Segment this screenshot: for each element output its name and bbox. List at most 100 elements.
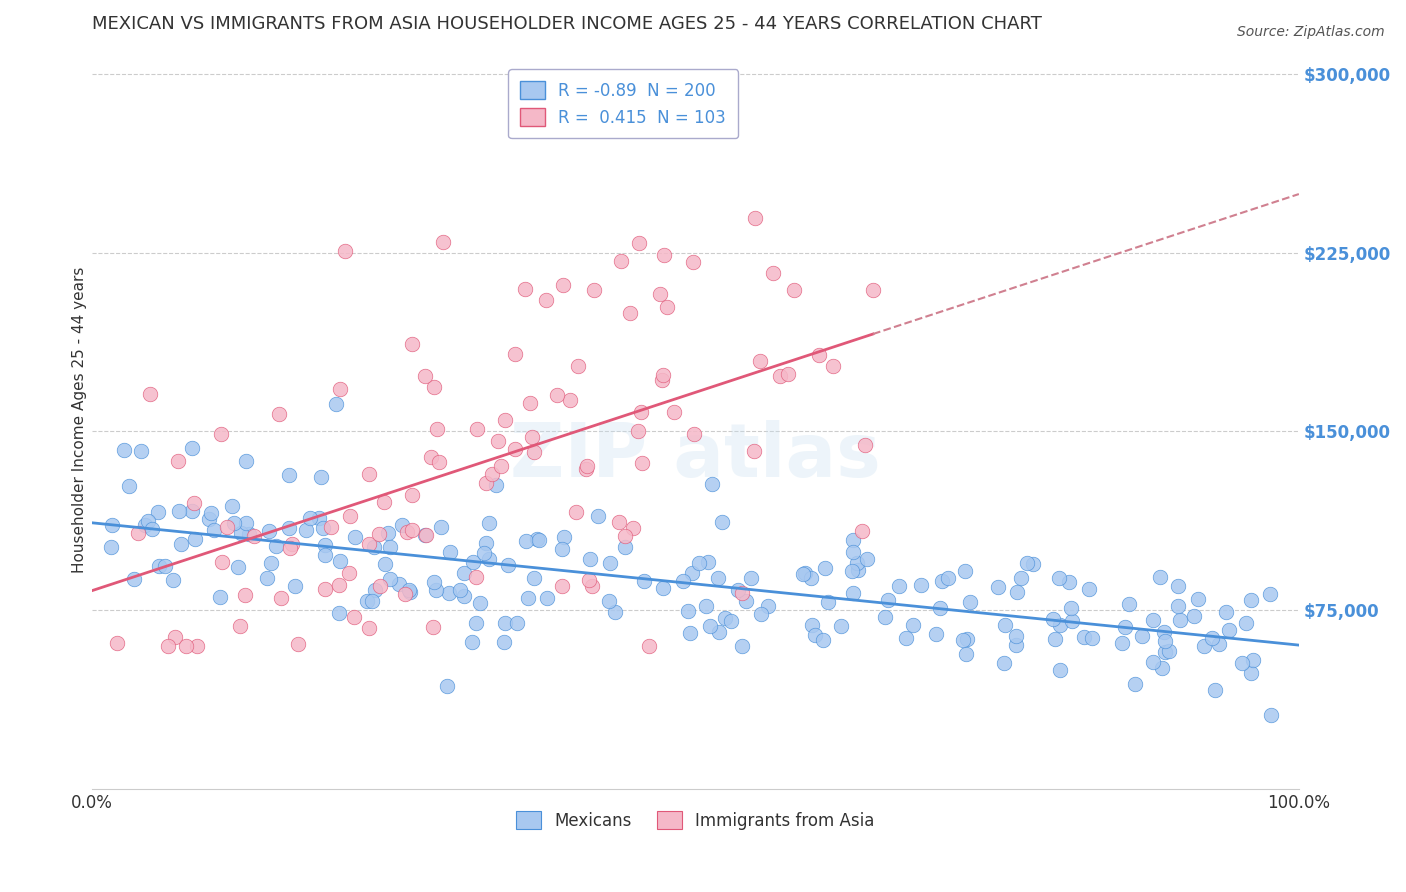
Point [224, 516, 246, 531]
Point [846, 563, 869, 577]
Point [1243, 653, 1265, 667]
Point [811, 632, 834, 647]
Point [987, 580, 1010, 594]
Point [437, 586, 460, 600]
Point [180, 504, 202, 518]
Point [956, 632, 979, 646]
Point [235, 453, 257, 467]
Point [264, 539, 287, 553]
Point [727, 582, 749, 597]
Text: Source: ZipAtlas.com: Source: ZipAtlas.com [1237, 25, 1385, 39]
Point [401, 337, 423, 351]
Point [436, 679, 458, 693]
Point [368, 526, 391, 541]
Point [709, 625, 731, 640]
Point [887, 579, 910, 593]
Point [1015, 556, 1038, 570]
Point [277, 521, 299, 535]
Point [631, 456, 654, 470]
Point [153, 558, 176, 573]
Point [1005, 639, 1028, 653]
Point [165, 630, 187, 644]
Point [731, 586, 754, 600]
Point [181, 442, 204, 456]
Point [198, 512, 221, 526]
Point [817, 595, 839, 609]
Point [740, 571, 762, 585]
Point [1114, 620, 1136, 634]
Point [952, 633, 974, 648]
Point [1154, 634, 1177, 648]
Point [200, 506, 222, 520]
Point [325, 397, 347, 411]
Point [465, 422, 488, 436]
Point [453, 589, 475, 603]
Point [613, 540, 636, 554]
Point [856, 552, 879, 566]
Point [793, 566, 815, 581]
Point [823, 359, 845, 373]
Point [472, 546, 495, 560]
Point [845, 556, 868, 570]
Point [461, 555, 484, 569]
Point [1049, 618, 1071, 632]
Point [359, 537, 381, 551]
Point [319, 519, 342, 533]
Point [814, 561, 837, 575]
Point [695, 599, 717, 613]
Point [1204, 683, 1226, 698]
Point [139, 387, 162, 401]
Point [1168, 613, 1191, 627]
Point [391, 518, 413, 533]
Point [337, 566, 360, 581]
Point [633, 574, 655, 588]
Point [344, 530, 367, 544]
Point [287, 637, 309, 651]
Point [1201, 631, 1223, 645]
Point [621, 521, 644, 535]
Point [749, 607, 772, 622]
Legend: Mexicans, Immigrants from Asia: Mexicans, Immigrants from Asia [509, 805, 882, 837]
Point [1240, 665, 1263, 680]
Point [101, 517, 124, 532]
Point [903, 618, 925, 632]
Point [363, 540, 385, 554]
Point [449, 582, 471, 597]
Point [672, 574, 695, 588]
Point [619, 305, 641, 319]
Point [1049, 663, 1071, 677]
Point [1007, 585, 1029, 599]
Point [328, 606, 350, 620]
Point [422, 379, 444, 393]
Point [536, 293, 558, 307]
Point [1043, 632, 1066, 646]
Point [993, 656, 1015, 670]
Point [314, 538, 336, 552]
Point [112, 443, 135, 458]
Point [546, 387, 568, 401]
Point [575, 459, 598, 474]
Point [494, 615, 516, 630]
Point [380, 540, 402, 554]
Point [637, 639, 659, 653]
Point [465, 615, 488, 630]
Point [578, 574, 600, 588]
Point [141, 522, 163, 536]
Point [1142, 655, 1164, 669]
Point [1081, 631, 1104, 645]
Point [208, 591, 231, 605]
Point [335, 244, 357, 259]
Point [162, 574, 184, 588]
Point [1010, 571, 1032, 585]
Point [1234, 615, 1257, 630]
Point [488, 434, 510, 448]
Point [423, 574, 446, 589]
Point [308, 511, 330, 525]
Point [1240, 593, 1263, 607]
Point [586, 509, 609, 524]
Point [368, 579, 391, 593]
Point [599, 556, 621, 570]
Point [527, 533, 550, 547]
Point [652, 248, 675, 262]
Point [1154, 645, 1177, 659]
